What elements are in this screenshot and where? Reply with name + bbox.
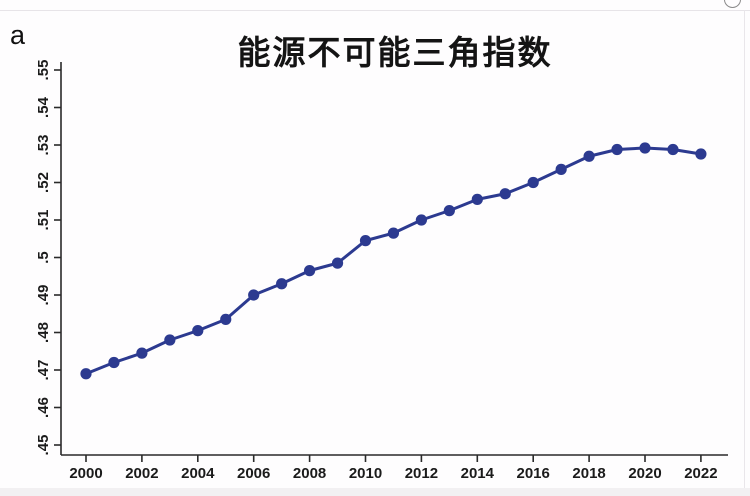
chart-title: 能源不可能三角指数 [237,36,553,72]
data-point [136,347,148,359]
y-tick-label: .45 [35,435,52,456]
data-point [220,313,232,325]
data-point [611,143,623,156]
frame-bottom-strip [0,488,750,496]
data-point [555,163,567,175]
panel-label: a [10,20,26,50]
x-tick-label: 2014 [461,465,495,482]
data-point [415,214,427,226]
x-tick-label: 2018 [572,465,605,482]
data-line [84,146,703,376]
data-point [527,176,539,189]
y-tick-label: .48 [35,322,52,343]
y-tick-label: .52 [35,172,52,193]
data-point [192,325,204,337]
data-point [248,289,260,301]
frame-top-border [0,10,750,11]
x-tick-label: 2016 [517,465,550,482]
y-tick-label: .53 [35,135,52,156]
data-point [499,188,511,200]
data-point [164,334,176,346]
y-tick-label: .5 [35,251,52,264]
data-point [276,278,288,290]
y-tick-label: .47 [35,360,52,381]
data-point [443,205,455,217]
x-tick-label: 2020 [628,465,661,482]
data-point [639,142,651,154]
data-point [108,356,120,369]
y-tick-label: .46 [35,397,52,418]
frame-right-border [744,10,745,496]
data-point [471,193,483,205]
x-tick-label: 2000 [69,465,102,482]
data-point [387,227,400,239]
x-tick-label: 2006 [237,465,270,482]
y-tick-label: .55 [35,60,52,81]
y-tick-label: .49 [35,285,52,306]
x-tick-label: 2002 [125,465,158,482]
data-point [583,150,595,162]
data-point [80,368,92,380]
x-tick-label: 2008 [293,465,326,482]
data-point [695,148,707,160]
x-tick-label: 2022 [684,465,717,482]
x-tick-label: 2012 [405,465,438,482]
data-point [304,265,316,277]
x-tick-label: 2004 [181,465,215,482]
y-tick-label: .51 [35,210,52,231]
data-point [331,257,344,269]
data-point [359,235,372,247]
data-point [667,143,679,156]
y-tick-label: .54 [35,96,52,118]
x-tick-label: 2010 [349,465,382,482]
